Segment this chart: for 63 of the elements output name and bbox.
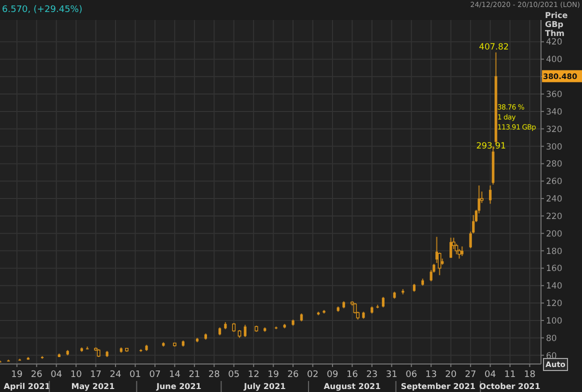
x-tick-label: 26 [30, 370, 43, 380]
annotation: 293.91 [476, 142, 506, 152]
y-tick-label: 320 [546, 124, 562, 135]
y-tick-label: 220 [546, 212, 562, 222]
y-tick-label: 120 [546, 299, 562, 310]
x-tick-label: 21 [188, 370, 200, 380]
text: October 2021 [479, 382, 541, 391]
y-tick-label: 100 [546, 316, 562, 326]
x-tick-label: 04 [484, 370, 496, 380]
x-tick-label: 17 [90, 370, 102, 380]
candlestick [488, 184, 492, 204]
candlestick [244, 324, 246, 338]
candlestick [382, 296, 385, 308]
text: April 2021 [4, 382, 51, 391]
text: August 2021 [324, 382, 382, 391]
x-tick-label: 20 [445, 370, 457, 380]
y-tick-label: 300 [546, 142, 562, 152]
text: September 2021 [400, 382, 476, 391]
x-tick-label: 19 [268, 370, 280, 380]
y-tick-label: 420 [546, 38, 562, 48]
chart-title: 6.570, (+29.45%) [2, 5, 82, 15]
candlestick [458, 248, 461, 260]
x-tick-label: 01 [130, 370, 141, 380]
y-tick-label: 260 [546, 177, 562, 188]
x-tick-label: 27 [464, 370, 476, 380]
y-tick-label: 240 [546, 194, 562, 205]
x-tick-label: 31 [386, 370, 398, 380]
x-tick-label: 26 [287, 370, 300, 380]
y-tick-label: 160 [546, 264, 562, 274]
x-tick-label: 07 [149, 370, 161, 380]
x-tick-label: 12 [248, 370, 260, 380]
x-tick-label: 19 [11, 370, 23, 380]
x-tick-label: 06 [406, 370, 418, 380]
x-tick-label: 24 [110, 370, 122, 380]
x-tick-label: 18 [524, 370, 536, 380]
x-tick-label: 02 [307, 370, 318, 380]
y-axis-title: Price GBp Thm [545, 11, 568, 38]
text: June 2021 [156, 382, 202, 391]
candlestick [450, 237, 452, 258]
x-tick-label: 23 [366, 370, 378, 380]
x-tick-label: 04 [50, 370, 62, 380]
text: July 2021 [243, 382, 286, 391]
x-tick-label: 28 [208, 370, 220, 380]
x-tick-label: 10 [70, 370, 82, 380]
x-tick-label: 05 [228, 370, 240, 380]
annotation: 407.82 [479, 42, 509, 52]
candlestick [460, 246, 464, 257]
y-tick-label: 200 [546, 229, 562, 240]
x-tick-label: 14 [168, 370, 181, 380]
y-tick-label: 340 [546, 107, 562, 118]
candlestick [86, 346, 89, 350]
y-tick-label: 280 [546, 160, 562, 170]
x-tick-label: 09 [326, 370, 338, 380]
y-tick-label: 360 [546, 90, 562, 100]
y-tick-label: 180 [546, 246, 562, 257]
text: May 2021 [71, 382, 116, 391]
x-tick-label: 16 [346, 370, 358, 380]
x-tick-label: 11 [504, 370, 516, 380]
y-tick-label: 140 [546, 282, 562, 292]
x-tick-label: 13 [425, 370, 437, 380]
y-tick-label: 80 [546, 334, 557, 344]
candlestick [40, 356, 44, 360]
y-tick-label: 400 [546, 55, 562, 66]
